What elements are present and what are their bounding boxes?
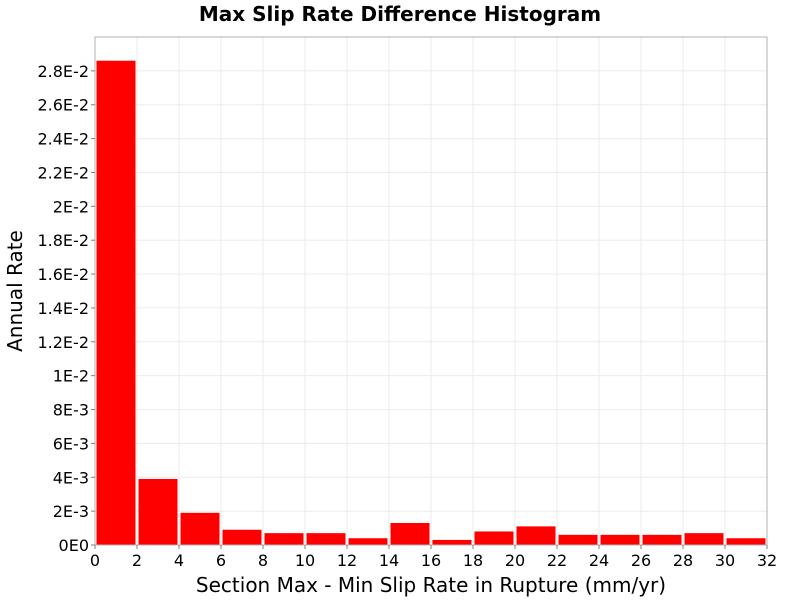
y-tick-label: 1.8E-2 (37, 231, 89, 250)
y-axis-ticks: 0E0 2E-3 4E-3 6E-3 8E-3 1E-2 1.2E-2 1.4E-2 1.6E-… (37, 62, 95, 555)
x-tick-label: 30 (715, 551, 735, 570)
histogram-bar (264, 533, 304, 545)
x-tick-label: 0 (90, 551, 100, 570)
y-tick-label: 2E-3 (53, 502, 89, 521)
x-tick-label: 20 (505, 551, 525, 570)
y-tick-label: 0E0 (59, 536, 89, 555)
y-tick-label: 1.4E-2 (37, 299, 89, 318)
x-axis-ticks: 0 2 4 6 8 10 12 14 16 18 20 22 24 26 28 30 32 (90, 545, 777, 570)
y-axis-title: Annual Rate (3, 230, 27, 352)
histogram-bar (600, 534, 640, 545)
histogram-bar (516, 526, 556, 545)
y-tick-label: 1.6E-2 (37, 265, 89, 284)
x-tick-label: 10 (295, 551, 315, 570)
histogram-bar (642, 534, 682, 545)
x-tick-label: 24 (589, 551, 609, 570)
y-tick-label: 1.2E-2 (37, 333, 89, 352)
histogram-bar (684, 533, 724, 545)
y-tick-label: 2.8E-2 (37, 62, 89, 81)
y-tick-label: 2.2E-2 (37, 163, 89, 182)
x-tick-label: 16 (421, 551, 441, 570)
x-tick-label: 4 (174, 551, 184, 570)
chart-title: Max Slip Rate Difference Histogram (198, 2, 602, 26)
y-tick-label: 8E-3 (53, 401, 89, 420)
x-tick-label: 14 (379, 551, 399, 570)
histogram-bar (390, 522, 430, 545)
bars (96, 60, 766, 545)
y-tick-label: 2.4E-2 (37, 130, 89, 149)
x-tick-label: 32 (757, 551, 777, 570)
histogram-bar (558, 534, 598, 545)
x-tick-label: 26 (631, 551, 651, 570)
y-tick-label: 2E-2 (53, 197, 89, 216)
histogram-bar (222, 529, 262, 545)
x-tick-label: 28 (673, 551, 693, 570)
histogram-bar (432, 539, 472, 545)
y-tick-label: 4E-3 (53, 468, 89, 487)
x-tick-label: 2 (132, 551, 142, 570)
y-tick-label: 1E-2 (53, 367, 89, 386)
x-tick-label: 6 (216, 551, 226, 570)
histogram-bar (138, 478, 178, 545)
histogram-bar (96, 60, 136, 545)
x-tick-label: 8 (258, 551, 268, 570)
histogram-bar (306, 533, 346, 545)
y-tick-label: 6E-3 (53, 434, 89, 453)
histogram-bar (474, 531, 514, 545)
x-tick-label: 12 (337, 551, 357, 570)
x-tick-label: 22 (547, 551, 567, 570)
histogram-bar (348, 538, 388, 545)
histogram-bar (180, 512, 220, 545)
y-tick-label: 2.6E-2 (37, 96, 89, 115)
x-axis-title: Section Max - Min Slip Rate in Rupture (… (196, 573, 666, 597)
x-tick-label: 18 (463, 551, 483, 570)
histogram-bar (726, 538, 766, 545)
